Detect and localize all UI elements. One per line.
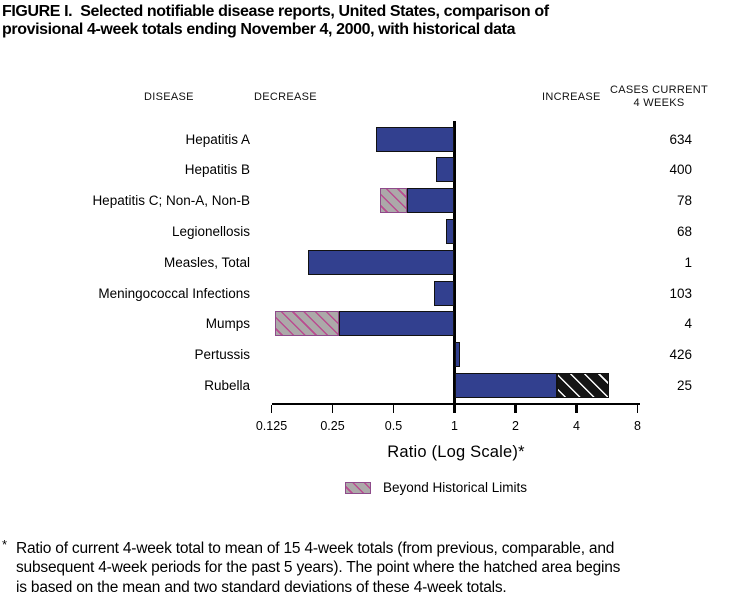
row-cases-meningococcal-infections: 103: [669, 285, 692, 301]
column-header-cases-line2: 4 WEEKS: [633, 97, 685, 109]
x-axis-tick-4: [575, 405, 578, 413]
footnote-asterisk: *: [2, 537, 7, 552]
bar-meningococcal-infections-segment: [433, 280, 455, 306]
row-cases-hepatitis-b: 400: [669, 162, 692, 178]
x-axis-tick-label-0-125: 0.125: [255, 419, 288, 433]
row-cases-rubella: 25: [676, 377, 692, 393]
row-cases-hepatitis-a: 634: [669, 131, 692, 147]
row-label-legionellosis: Legionellosis: [171, 223, 250, 239]
bar-rubella-beyond-limit: [556, 372, 610, 398]
row-label-hepatitis-a: Hepatitis A: [185, 131, 250, 147]
row-cases-measles-total: 1: [684, 254, 692, 270]
x-axis-tick-label-1: 1: [451, 419, 458, 433]
bar-measles-total-segment: [308, 249, 455, 275]
x-axis-tick-0-5: [392, 405, 395, 413]
legend-label: Beyond Historical Limits: [383, 480, 528, 495]
x-axis-tick-label-4: 4: [573, 419, 580, 433]
row-cases-hepatitis-c-non-a-non-b: 78: [676, 193, 692, 209]
row-label-rubella: Rubella: [204, 377, 250, 393]
bar-pertussis-segment: [454, 342, 460, 368]
column-header-cases-line1: CASES CURRENT: [609, 84, 709, 96]
x-axis-tick-label-0-25: 0.25: [320, 419, 345, 433]
column-header-increase: INCREASE: [542, 91, 601, 103]
footnote: * Ratio of current 4-week total to mean …: [2, 537, 748, 593]
row-label-hepatitis-b: Hepatitis B: [184, 162, 250, 178]
column-header-cases: CASES CURRENT 4 WEEKS: [603, 84, 715, 110]
x-axis-tick-label-2: 2: [512, 419, 519, 433]
row-label-measles-total: Measles, Total: [163, 254, 250, 270]
x-axis-tick-label-0-5: 0.5: [384, 419, 403, 433]
bar-rubella-segment: [454, 372, 557, 398]
x-axis-tick-2: [514, 405, 517, 413]
column-header-disease: DISEASE: [144, 91, 194, 103]
x-axis-label: Ratio (Log Scale)*: [387, 443, 525, 461]
bar-hepatitis-a-segment: [376, 126, 455, 152]
row-label-meningococcal-infections: Meningococcal Infections: [98, 285, 250, 301]
bar-mumps-segment: [339, 311, 455, 337]
row-label-pertussis: Pertussis: [194, 347, 250, 363]
x-axis-tick-0-125: [270, 405, 273, 413]
column-header-decrease: DECREASE: [254, 91, 317, 103]
bar-hepatitis-c-non-a-non-b-beyond-limit: [380, 188, 407, 214]
row-cases-legionellosis: 68: [676, 223, 692, 239]
bar-hepatitis-b-segment: [435, 157, 455, 183]
bar-hepatitis-c-non-a-non-b-segment: [406, 188, 455, 214]
figure-title: FIGURE I. Selected notifiable disease re…: [2, 3, 549, 38]
row-label-mumps: Mumps: [205, 316, 250, 332]
footnote-text: Ratio of current 4-week total to mean of…: [16, 540, 621, 593]
row-cases-mumps: 4: [684, 316, 692, 332]
baseline-ratio-1-axis: [453, 121, 456, 405]
row-cases-pertussis: 426: [669, 347, 692, 363]
x-axis-tick-1: [453, 405, 456, 413]
x-axis-tick-0-25: [331, 405, 334, 413]
x-axis-line: [272, 403, 640, 405]
bar-legionellosis-segment: [446, 218, 455, 244]
x-axis-tick-8: [636, 405, 639, 413]
x-axis-tick-label-8: 8: [634, 419, 641, 433]
bar-mumps-beyond-limit: [274, 311, 340, 337]
beyond-historical-limits-swatch-icon: [345, 482, 371, 494]
row-label-hepatitis-c-non-a-non-b: Hepatitis C; Non-A, Non-B: [92, 193, 250, 209]
bar-chart: Hepatitis A 634 Hepatitis B 400 Hepatitis C;…: [92, 121, 692, 433]
